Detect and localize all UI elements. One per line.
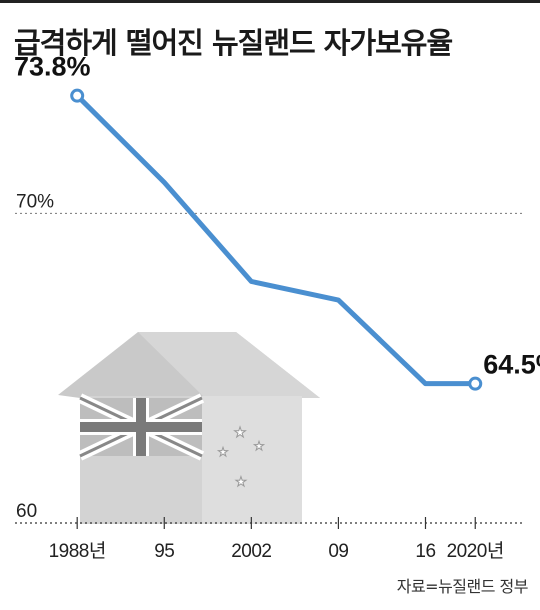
svg-text:★: ★ (235, 475, 247, 490)
x-tick-label: 1988년 (49, 540, 106, 562)
data-label: 64.5% (483, 350, 540, 380)
data-label: 73.8% (14, 52, 91, 82)
data-label-layer: 73.8% 64.5% (14, 52, 540, 380)
x-tick-label: 95 (154, 541, 174, 562)
y-tick-label: 70% (16, 191, 54, 212)
union-jack-icon (77, 393, 205, 461)
southern-cross-stars-icon: ★ ★ ★ ★ (217, 425, 265, 491)
house-wall-side (202, 396, 302, 524)
data-point-marker (468, 376, 483, 391)
data-point-marker (70, 88, 85, 103)
source-note: 자료=뉴질랜드 정부 (396, 577, 529, 596)
x-tick-label: 2020년 (447, 540, 504, 562)
top-rule (0, 0, 540, 3)
chart-title: 급격하게 떨어진 뉴질랜드 자가보유율 (14, 26, 453, 60)
x-tick-label: 09 (328, 541, 348, 562)
y-tick-label: 60 (16, 501, 37, 522)
x-tick-label: 16 (415, 541, 435, 562)
house-illustration: ★ ★ ★ ★ (58, 332, 320, 524)
svg-text:★: ★ (234, 425, 247, 441)
grid-layer: 70% 60 (15, 191, 525, 524)
house-roof-side (138, 332, 320, 398)
series-line (74, 93, 478, 387)
x-tick-label: 2002 (231, 541, 271, 562)
x-axis: 1988년 95 2002 09 16 2020년 (49, 517, 504, 562)
series-layer (70, 88, 483, 391)
svg-text:★: ★ (218, 445, 229, 459)
svg-text:★: ★ (254, 439, 265, 453)
